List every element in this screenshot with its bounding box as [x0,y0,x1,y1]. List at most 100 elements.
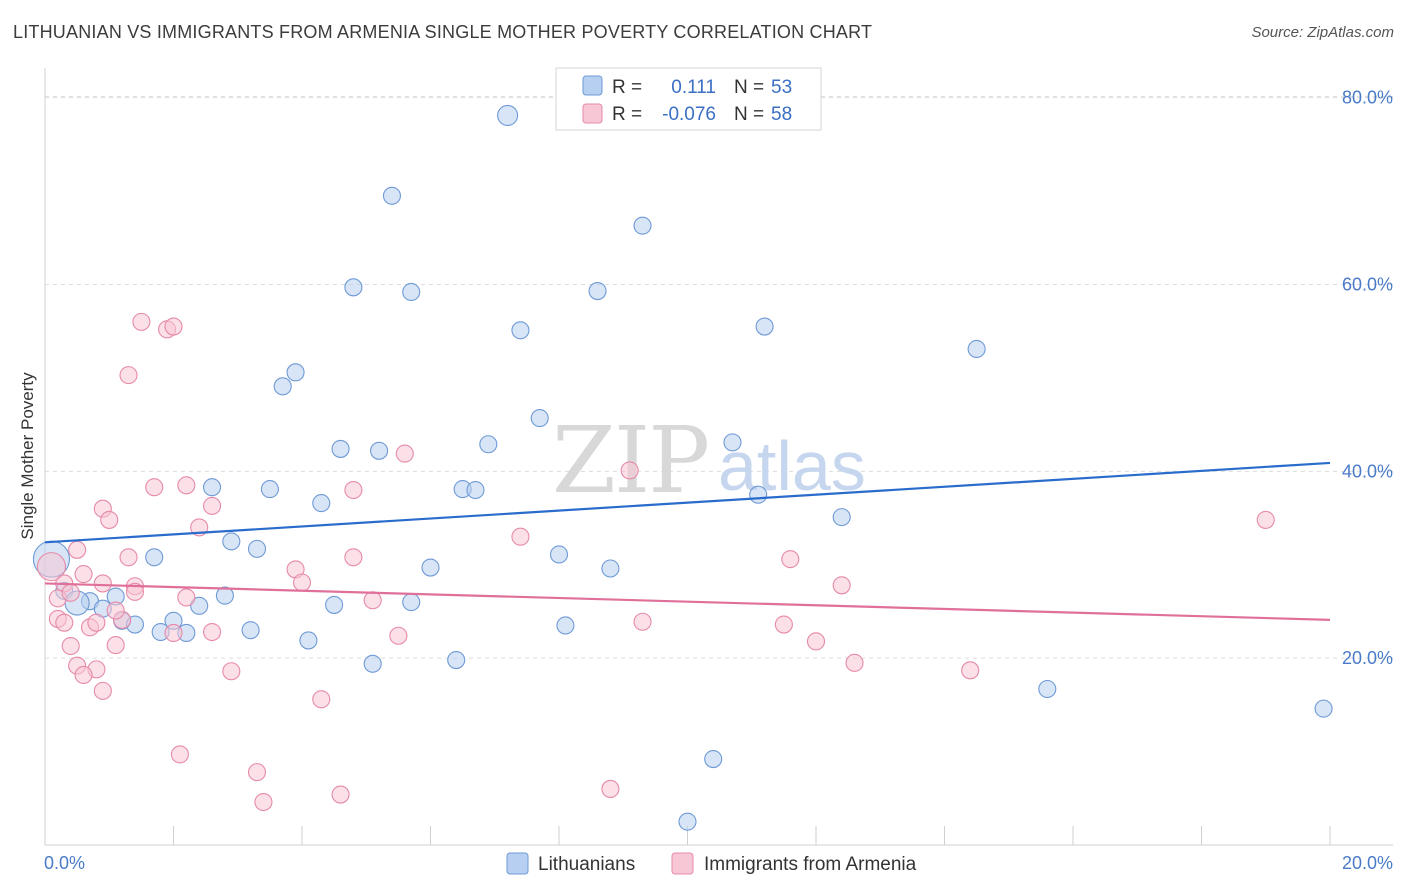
point-blue [530,409,549,428]
point-pink [832,576,851,595]
point-blue [402,282,421,302]
point-pink [87,613,106,632]
y-tick-label: 40.0% [1342,461,1393,481]
correlation-legend: R = 0.111 N = 53 R = -0.076 N = 58 [555,67,822,131]
legend-n-value-2: 58 [771,104,792,125]
point-pink [845,653,864,672]
bottom-legend-label-armenia: Immigrants from Armenia [704,854,917,875]
point-pink [100,510,119,529]
point-pink [961,661,980,680]
bottom-legend-label-lithuanians: Lithuanians [538,854,635,875]
point-blue [312,494,331,513]
watermark-zip: ZIP [552,407,708,514]
point-blue [466,480,485,500]
bottom-legend-swatch-armenia [671,852,694,875]
point-blue [633,216,652,235]
point-pink [74,565,93,584]
axes [44,68,1393,846]
point-pink [312,690,331,709]
point-blue [447,650,466,670]
point-blue [1038,679,1057,699]
point-blue [479,435,498,454]
y-tick-labels: 20.0% 40.0% 60.0% 80.0% [1342,88,1393,668]
point-blue [588,282,607,301]
point-pink [177,588,196,607]
point-blue [497,104,519,126]
point-pink [164,623,183,642]
y-tick-label: 80.0% [1342,88,1393,108]
point-pink [601,779,620,799]
y-tick-label: 60.0% [1342,275,1393,295]
x-tick-label-left: 0.0% [44,853,85,873]
trend-line-blue [44,461,1331,544]
point-pink [620,461,639,480]
point-pink [119,366,138,385]
point-pink [222,662,241,681]
point-blue [222,532,241,551]
legend-r-label-1: R = [612,77,642,98]
point-pink [292,573,312,592]
y-axis-label: Single Mother Poverty [18,372,37,540]
point-pink [203,622,222,642]
point-pink [93,681,112,700]
legend-n-value-1: 53 [771,77,792,98]
point-pink [61,636,80,656]
point-pink [164,317,183,336]
x-ticks [173,826,1331,845]
point-blue [382,186,402,205]
trend-line-pink [44,582,1331,621]
x-tick-label-right: 20.0% [1342,853,1393,873]
point-blue [260,480,279,499]
point-blue [247,539,267,558]
point-blue [755,317,774,336]
point-pink [106,601,125,620]
legend-r-label-2: R = [612,104,642,125]
point-pink [247,763,267,782]
point-pink [395,444,414,463]
legend-r-value-1: 0.111 [671,77,716,98]
point-blue [363,654,382,673]
point-pink [68,540,87,559]
point-pink [119,548,138,567]
point-blue [145,548,164,567]
point-pink [93,574,112,593]
point-blue [241,621,260,640]
point-pink [781,550,800,569]
legend-swatch-blue [582,75,603,96]
point-pink [389,626,408,645]
point-pink [363,591,382,610]
point-blue [331,439,350,458]
legend-swatch-pink [582,103,603,124]
point-blue [749,485,768,504]
point-blue [286,363,305,382]
point-blue [325,595,344,614]
point-pink [55,613,74,632]
gridlines [45,96,1393,659]
point-blue [402,593,421,612]
point-blue [203,478,222,497]
watermark-atlas: atlas [718,427,866,505]
point-blue [556,616,575,635]
bottom-legend-swatch-lithuanians [506,852,529,875]
chart-title: LITHUANIAN VS IMMIGRANTS FROM ARMENIA SI… [13,22,873,42]
point-pink [774,615,793,634]
point-pink [344,548,363,567]
point-blue [1314,699,1333,718]
point-blue [273,377,292,396]
point-blue [601,559,620,578]
legend-n-label-1: N = [734,77,764,98]
y-tick-label: 20.0% [1342,648,1393,668]
point-blue [299,631,318,650]
point-pink [36,552,66,582]
scatter-points [32,104,1333,831]
trend-lines [44,461,1331,621]
legend-n-label-2: N = [734,104,764,125]
point-pink [344,480,363,500]
point-blue [344,278,363,297]
point-pink [633,612,652,631]
point-blue [678,812,697,831]
point-pink [254,792,273,812]
point-pink [1256,510,1275,529]
point-blue [967,339,986,359]
